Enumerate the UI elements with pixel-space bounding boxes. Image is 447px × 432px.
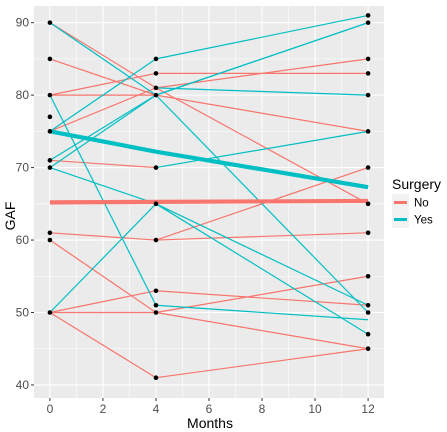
data-point <box>153 310 159 315</box>
series-line-yes <box>155 203 369 306</box>
series-line-no <box>155 87 369 205</box>
data-point <box>47 158 53 163</box>
data-point <box>153 71 159 76</box>
data-point <box>153 201 159 207</box>
y-tick-label: 50 <box>16 305 30 319</box>
series-line-yes <box>155 22 369 96</box>
data-point <box>365 92 371 98</box>
data-point <box>47 310 53 315</box>
series-line-yes <box>49 167 157 205</box>
series-line-no <box>49 311 157 379</box>
data-point <box>153 165 159 170</box>
data-point <box>47 230 53 236</box>
data-point <box>365 302 371 308</box>
data-point <box>153 85 159 91</box>
series-line-yes <box>155 87 369 96</box>
data-point <box>47 20 53 25</box>
series-line-yes <box>49 94 157 169</box>
data-point <box>365 201 371 207</box>
y-tick-label: 70 <box>16 161 30 175</box>
data-point <box>365 71 371 76</box>
series-line-yes <box>49 22 157 96</box>
data-point <box>47 114 53 120</box>
series-line-no <box>155 232 369 241</box>
legend: Surgery No Yes <box>392 176 441 228</box>
data-point <box>365 165 371 170</box>
series-line-no <box>49 232 157 241</box>
series-line-yes <box>155 14 369 60</box>
y-tick-label: 90 <box>16 16 30 30</box>
y-axis-title: GAF <box>2 202 18 231</box>
series-line-no <box>49 87 157 132</box>
data-point <box>365 331 371 337</box>
y-tick-label: 60 <box>16 233 30 247</box>
series-line-no <box>155 290 369 306</box>
series-line-yes <box>155 130 369 169</box>
series-line-yes <box>155 203 369 335</box>
series-line-no <box>155 311 369 350</box>
series-line-no <box>49 159 157 169</box>
data-point <box>365 310 371 315</box>
data-points <box>47 13 371 381</box>
data-point <box>365 20 371 25</box>
series-line-yes <box>49 203 157 313</box>
data-point <box>365 56 371 62</box>
x-tick-label: 0 <box>47 402 54 416</box>
x-tick-label: 12 <box>361 402 375 416</box>
data-point <box>47 129 53 134</box>
series-line-yes <box>49 58 157 132</box>
series-line-no <box>49 58 157 96</box>
x-tick-label: 8 <box>259 402 266 416</box>
series-line-yes <box>155 94 369 313</box>
y-axis-ticks: 40 50 60 70 80 90 <box>16 16 34 392</box>
x-tick-label: 6 <box>206 402 213 416</box>
data-point <box>47 165 53 170</box>
data-point <box>153 302 159 308</box>
data-point <box>365 13 371 18</box>
x-tick-label: 10 <box>308 402 322 416</box>
data-point <box>153 56 159 62</box>
series-line-yes <box>155 304 369 321</box>
data-point <box>365 346 371 352</box>
data-point <box>47 237 53 243</box>
series-line-no <box>49 239 157 313</box>
y-tick-label: 80 <box>16 88 30 102</box>
x-axis-ticks: 0 2 4 6 8 10 12 <box>47 398 375 416</box>
mean-trend-lines <box>49 129 369 205</box>
legend-label-no: No <box>414 198 429 210</box>
x-tick-label: 2 <box>100 402 107 416</box>
series-line-no <box>155 348 369 379</box>
legend-title: Surgery <box>392 176 441 192</box>
mean-line-yes <box>49 129 369 190</box>
data-point <box>153 288 159 294</box>
data-point <box>365 230 371 236</box>
data-point <box>365 273 371 279</box>
data-point <box>47 56 53 62</box>
data-point <box>153 375 159 381</box>
data-point <box>365 129 371 134</box>
x-axis-title: Months <box>187 415 233 431</box>
data-point <box>153 92 159 98</box>
series-line-no <box>49 290 157 314</box>
series-line-no <box>49 72 157 96</box>
series-line-yes <box>49 94 157 161</box>
data-point <box>47 92 53 98</box>
series-line-no <box>155 275 369 314</box>
data-point <box>153 237 159 243</box>
series-line-no <box>155 94 369 132</box>
legend-label-yes: Yes <box>414 215 433 227</box>
x-tick-label: 4 <box>153 402 160 416</box>
mean-line-no <box>49 198 369 205</box>
y-tick-label: 40 <box>16 378 30 392</box>
